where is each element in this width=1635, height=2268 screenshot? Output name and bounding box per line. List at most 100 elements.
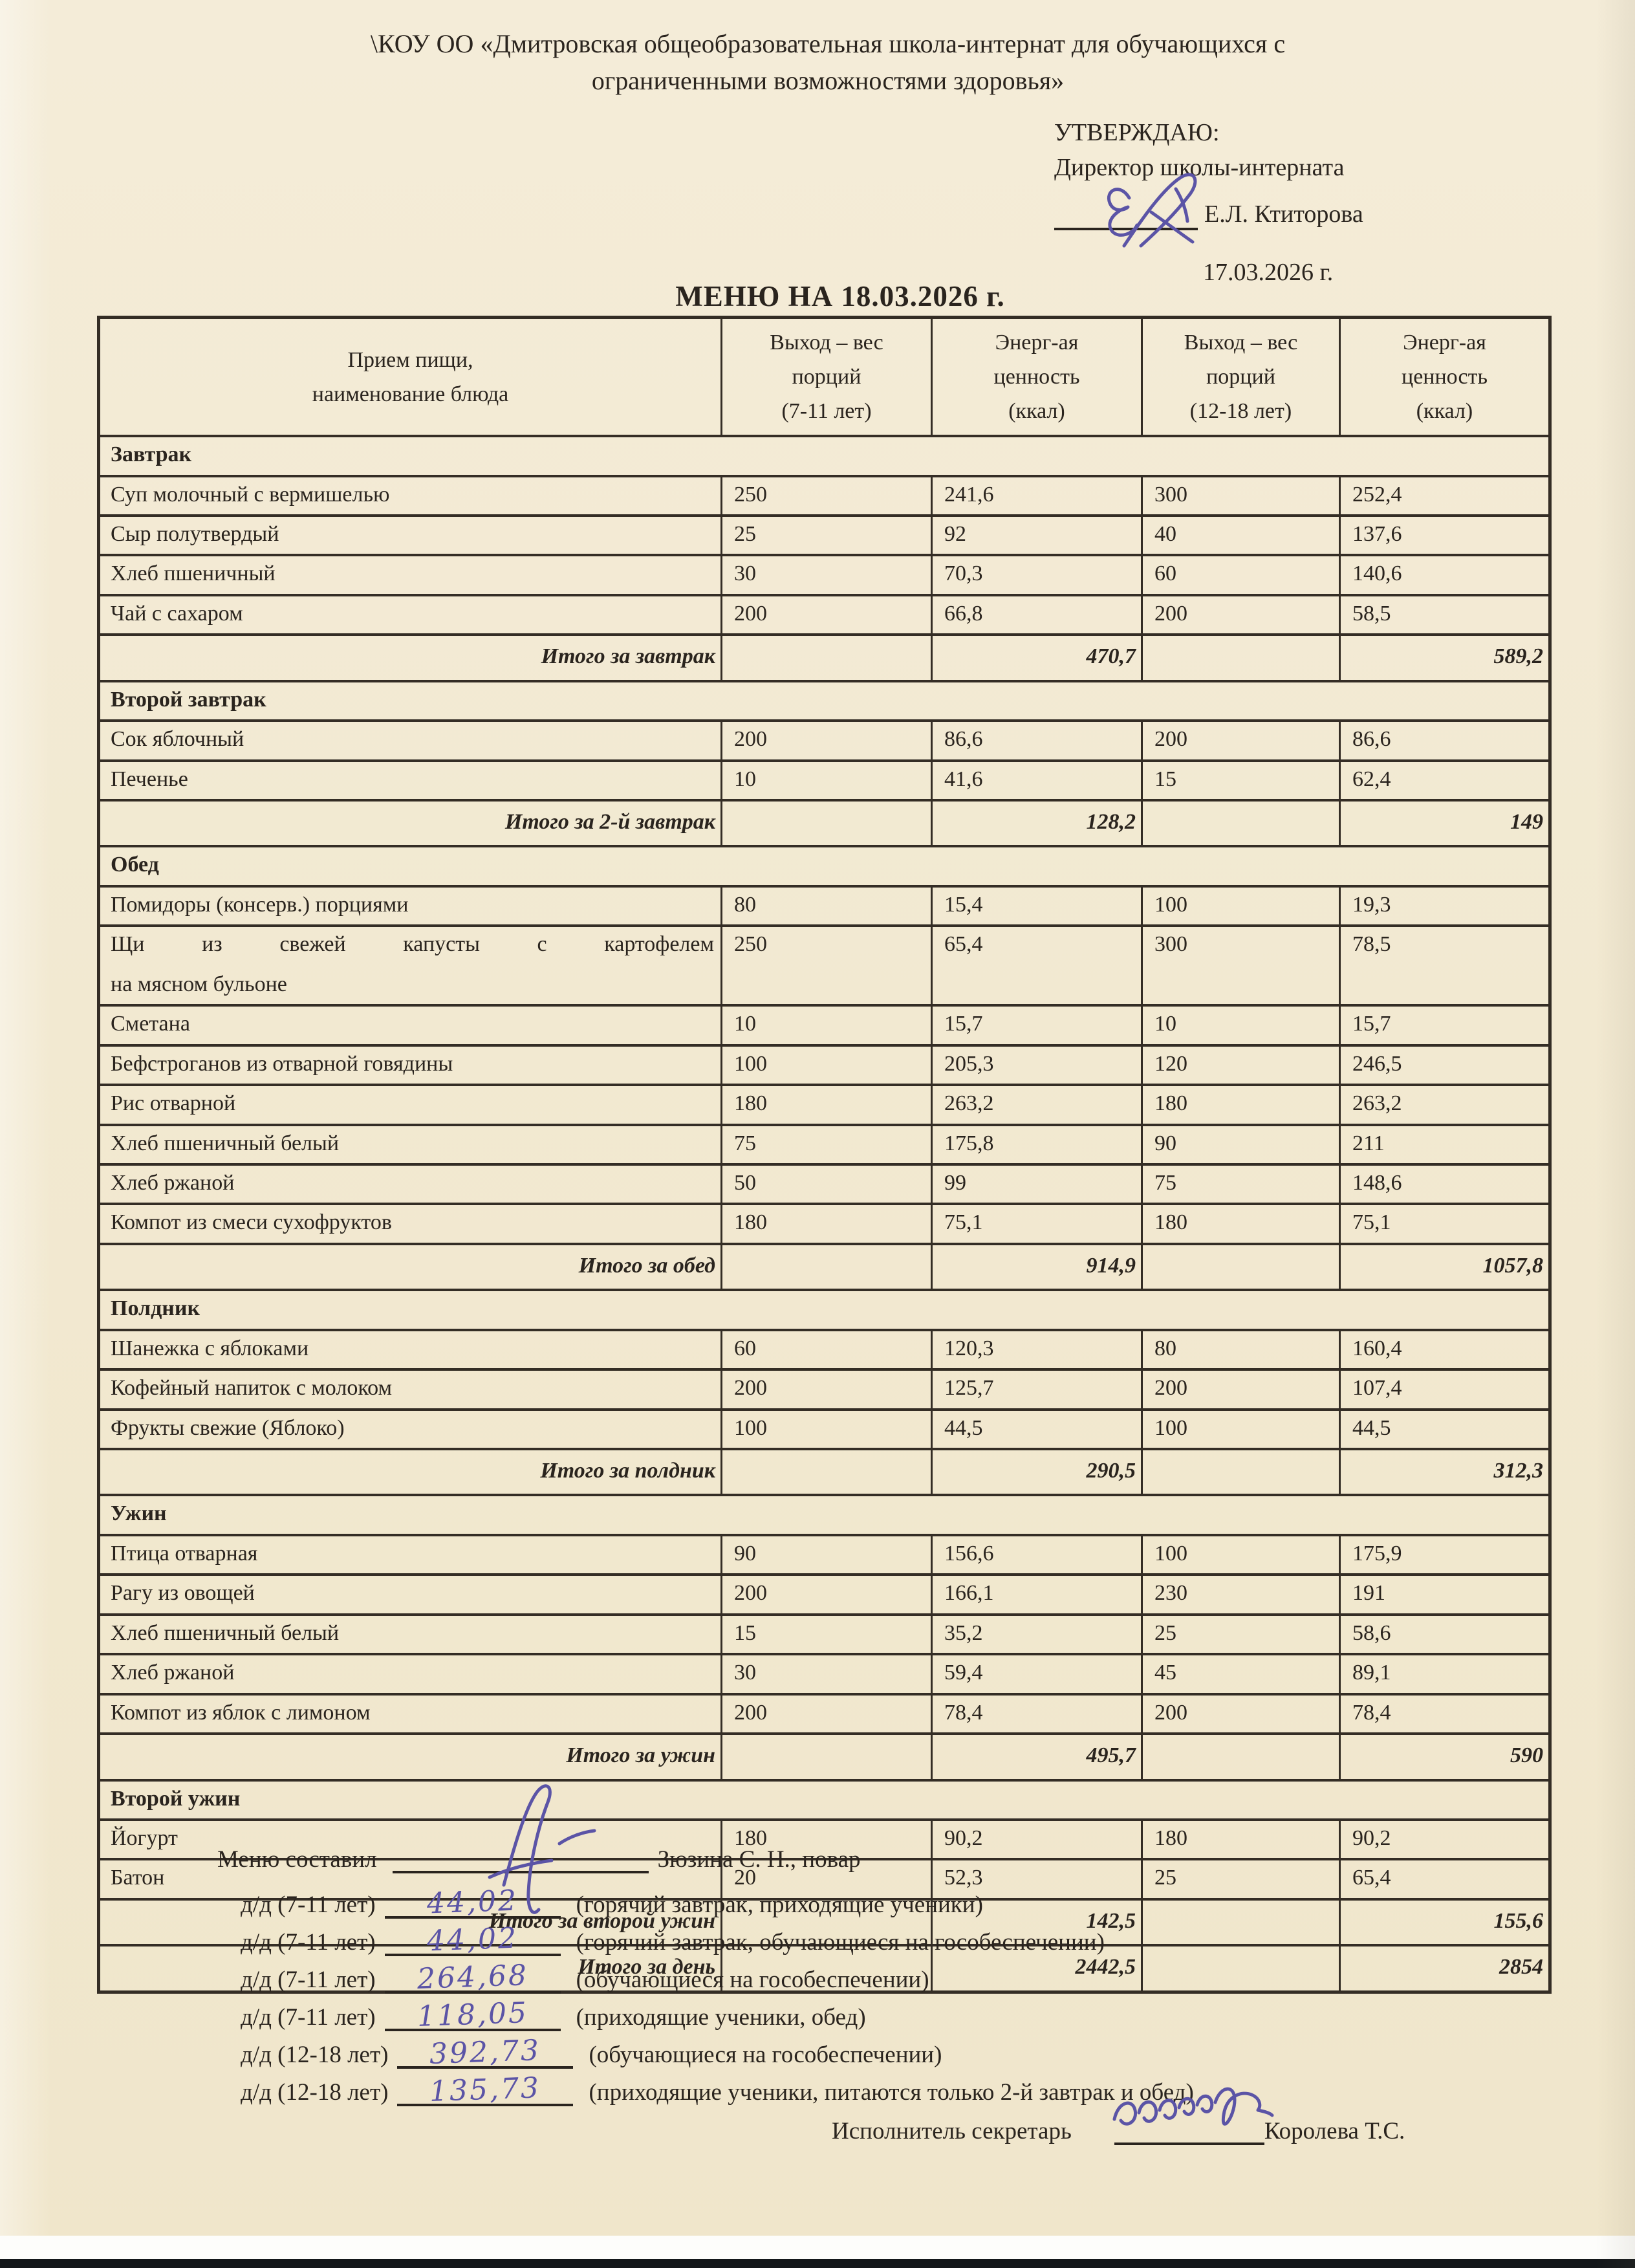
meal-section-row: Второй ужин [98,1778,1551,1821]
column-header-line: Энерг-ая [995,331,1079,354]
kcal-12-18: 15,7 [1339,1004,1551,1047]
column-header-line: наименование блюда [312,382,509,406]
column-header: Выход – вес порций (7-11 лет) [720,316,933,438]
subsidy-lines-block: д/д (7-11 лет) 44,02 (горячий завтрак, при… [241,1884,1194,2109]
empty-cell [1141,1897,1341,1947]
weight-12-18: 75 [1141,1162,1341,1206]
weight-12-18: 100 [1141,1533,1341,1576]
table-row: Птица отварная 90 156,6 100 175,9 [98,1533,1551,1576]
weight-7-11: 10 [720,1004,933,1047]
total-kcal-7-11: 290,5 [931,1448,1143,1497]
column-header-line: Прием пищи, [347,347,473,372]
meal-section-row: Ужин [98,1494,1551,1536]
weight-12-18: 100 [1141,884,1341,928]
weight-7-11: 30 [720,1653,933,1696]
kcal-7-11: 15,4 [931,884,1143,928]
approver-position: Директор школы-интерната [1054,154,1345,181]
kcal-12-18: 65,4 [1339,1858,1551,1901]
weight-12-18: 90 [1141,1123,1341,1166]
table-row: Компот из яблок с лимоном 200 78,4 200 78,4 [98,1692,1551,1736]
dish-name-line: Суп молочный с вермишелью [111,482,390,507]
table-row: Помидоры (консерв.) порциями 80 15,4 100 19,… [98,884,1551,928]
dish-name: Компот из яблок с лимоном [98,1692,722,1736]
empty-cell [720,1944,933,1994]
subsidy-label: д/д (12-18 лет) [241,2079,389,2106]
kcal-7-11: 92 [931,514,1143,557]
scan-edge-black [0,2259,1635,2268]
column-header: Энерг-ая ценность (ккал) [931,316,1143,438]
kcal-12-18: 58,5 [1339,593,1551,637]
subsidy-note: (горячий завтрак, обучающиеся на гособес… [576,1929,1105,1956]
weight-7-11: 250 [720,474,933,517]
signature-stroke [1122,173,1197,248]
kcal-7-11: 156,6 [931,1533,1143,1576]
subsidy-note: (обучающиеся на гособеспечении) [589,2042,942,2068]
dish-name: Рагу из овощей [98,1573,722,1616]
subsidy-value-handwritten: 264,68 [416,1959,529,1996]
table-row: Сок яблочный 200 86,6 200 86,6 [98,719,1551,762]
weight-7-11: 100 [720,1408,933,1451]
dish-name: Сметана [98,1004,722,1047]
weight-12-18: 25 [1141,1858,1341,1901]
total-kcal-7-11: 470,7 [931,633,1143,682]
total-row: Итого за второй ужин 142,5 155,6 [98,1897,1551,1947]
signature-stroke [488,1859,554,1879]
subsidy-underline: 118,05 [384,1996,561,2033]
weight-7-11: 50 [720,1162,933,1206]
dish-name-line: Сок яблочный [111,727,244,752]
table-row: Йогурт 180 90,2 180 90,2 [98,1818,1551,1861]
table-row: Бефстроганов из отварной говядины 100 205,… [98,1043,1551,1087]
kcal-7-11: 166,1 [931,1573,1143,1616]
total-label: Итого за второй ужин [98,1897,722,1947]
dish-name: Батон [98,1858,722,1901]
dish-name: Суп молочный с вермишелью [98,474,722,517]
subsidy-note: (приходящие ученики, обед) [576,2004,866,2031]
dish-name-line: Птица отварная [111,1541,258,1565]
column-header-line: (ккал) [1416,399,1473,424]
kcal-7-11: 41,6 [931,759,1143,802]
weight-12-18: 300 [1141,924,1341,1007]
kcal-12-18: 90,2 [1339,1818,1551,1861]
subsidy-label: д/д (7-11 лет) [241,2004,376,2031]
column-header-line: ценность [993,365,1080,389]
total-row: Итого за ужин 495,7 590 [98,1732,1551,1782]
weight-12-18: 200 [1141,719,1341,762]
approval-date: 17.03.2026 г. [1203,259,1334,286]
kcal-12-18: 78,5 [1339,924,1551,1007]
total-kcal-12-18: 590 [1339,1732,1551,1782]
dish-name: Хлеб пшеничный белый [98,1123,722,1166]
dish-name-line: Компот из смеси сухофруктов [111,1210,392,1235]
signature-stroke [1112,2094,1214,2126]
column-header-line: (12-18 лет) [1189,399,1292,424]
kcal-7-11: 70,3 [931,554,1143,596]
empty-cell [1141,1732,1341,1782]
weight-12-18: 15 [1141,759,1341,802]
meal-section-label: Второй ужин [98,1778,1551,1821]
weight-7-11: 200 [720,593,933,637]
weight-7-11: 60 [720,1328,933,1371]
subsidy-underline: 44,02 [384,1884,561,1920]
director-signature-row: Е.Л. Ктиторова [1054,173,1363,250]
dish-name-line: Хлеб ржаной [111,1661,235,1685]
column-header: Прием пищи, наименование блюда [98,316,722,438]
subsidy-value-handwritten: 118,05 [416,1996,529,2033]
weight-12-18: 300 [1141,474,1341,517]
subsidy-note: (приходящие ученики, питаются только 2-й… [589,2079,1194,2106]
kcal-7-11: 78,4 [931,1692,1143,1736]
dish-name: Кофейный напиток с молоком [98,1368,722,1411]
executor-name: Королева Т.С. [1264,2118,1405,2144]
kcal-12-18: 19,3 [1339,884,1551,928]
dish-name: Сыр полутвердый [98,514,722,557]
kcal-12-18: 252,4 [1339,474,1551,517]
table-row: Хлеб пшеничный белый 15 35,2 25 58,6 [98,1613,1551,1656]
weight-12-18: 200 [1141,593,1341,637]
dish-name: Йогурт [98,1818,722,1861]
dish-name: Щи из свежей капусты с картофелем на мясн… [98,924,722,1007]
composer-signature-icon [488,1784,596,1914]
weight-12-18: 180 [1141,1203,1341,1245]
dish-name: Сок яблочный [98,719,722,762]
empty-cell [720,799,933,848]
total-row: Итого за полдник 290,5 312,3 [98,1448,1551,1497]
kcal-12-18: 107,4 [1339,1368,1551,1411]
